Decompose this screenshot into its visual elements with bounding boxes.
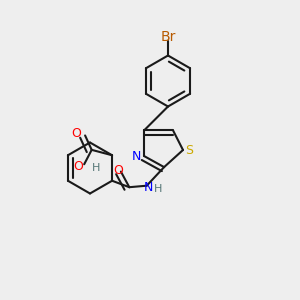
Text: H: H <box>154 184 163 194</box>
Text: O: O <box>74 160 84 173</box>
Text: O: O <box>72 128 82 140</box>
Text: Br: Br <box>160 30 176 44</box>
Text: N: N <box>132 149 142 163</box>
Text: O: O <box>114 164 123 177</box>
Text: S: S <box>185 143 194 157</box>
Text: H: H <box>92 163 100 173</box>
Text: N: N <box>143 181 153 194</box>
